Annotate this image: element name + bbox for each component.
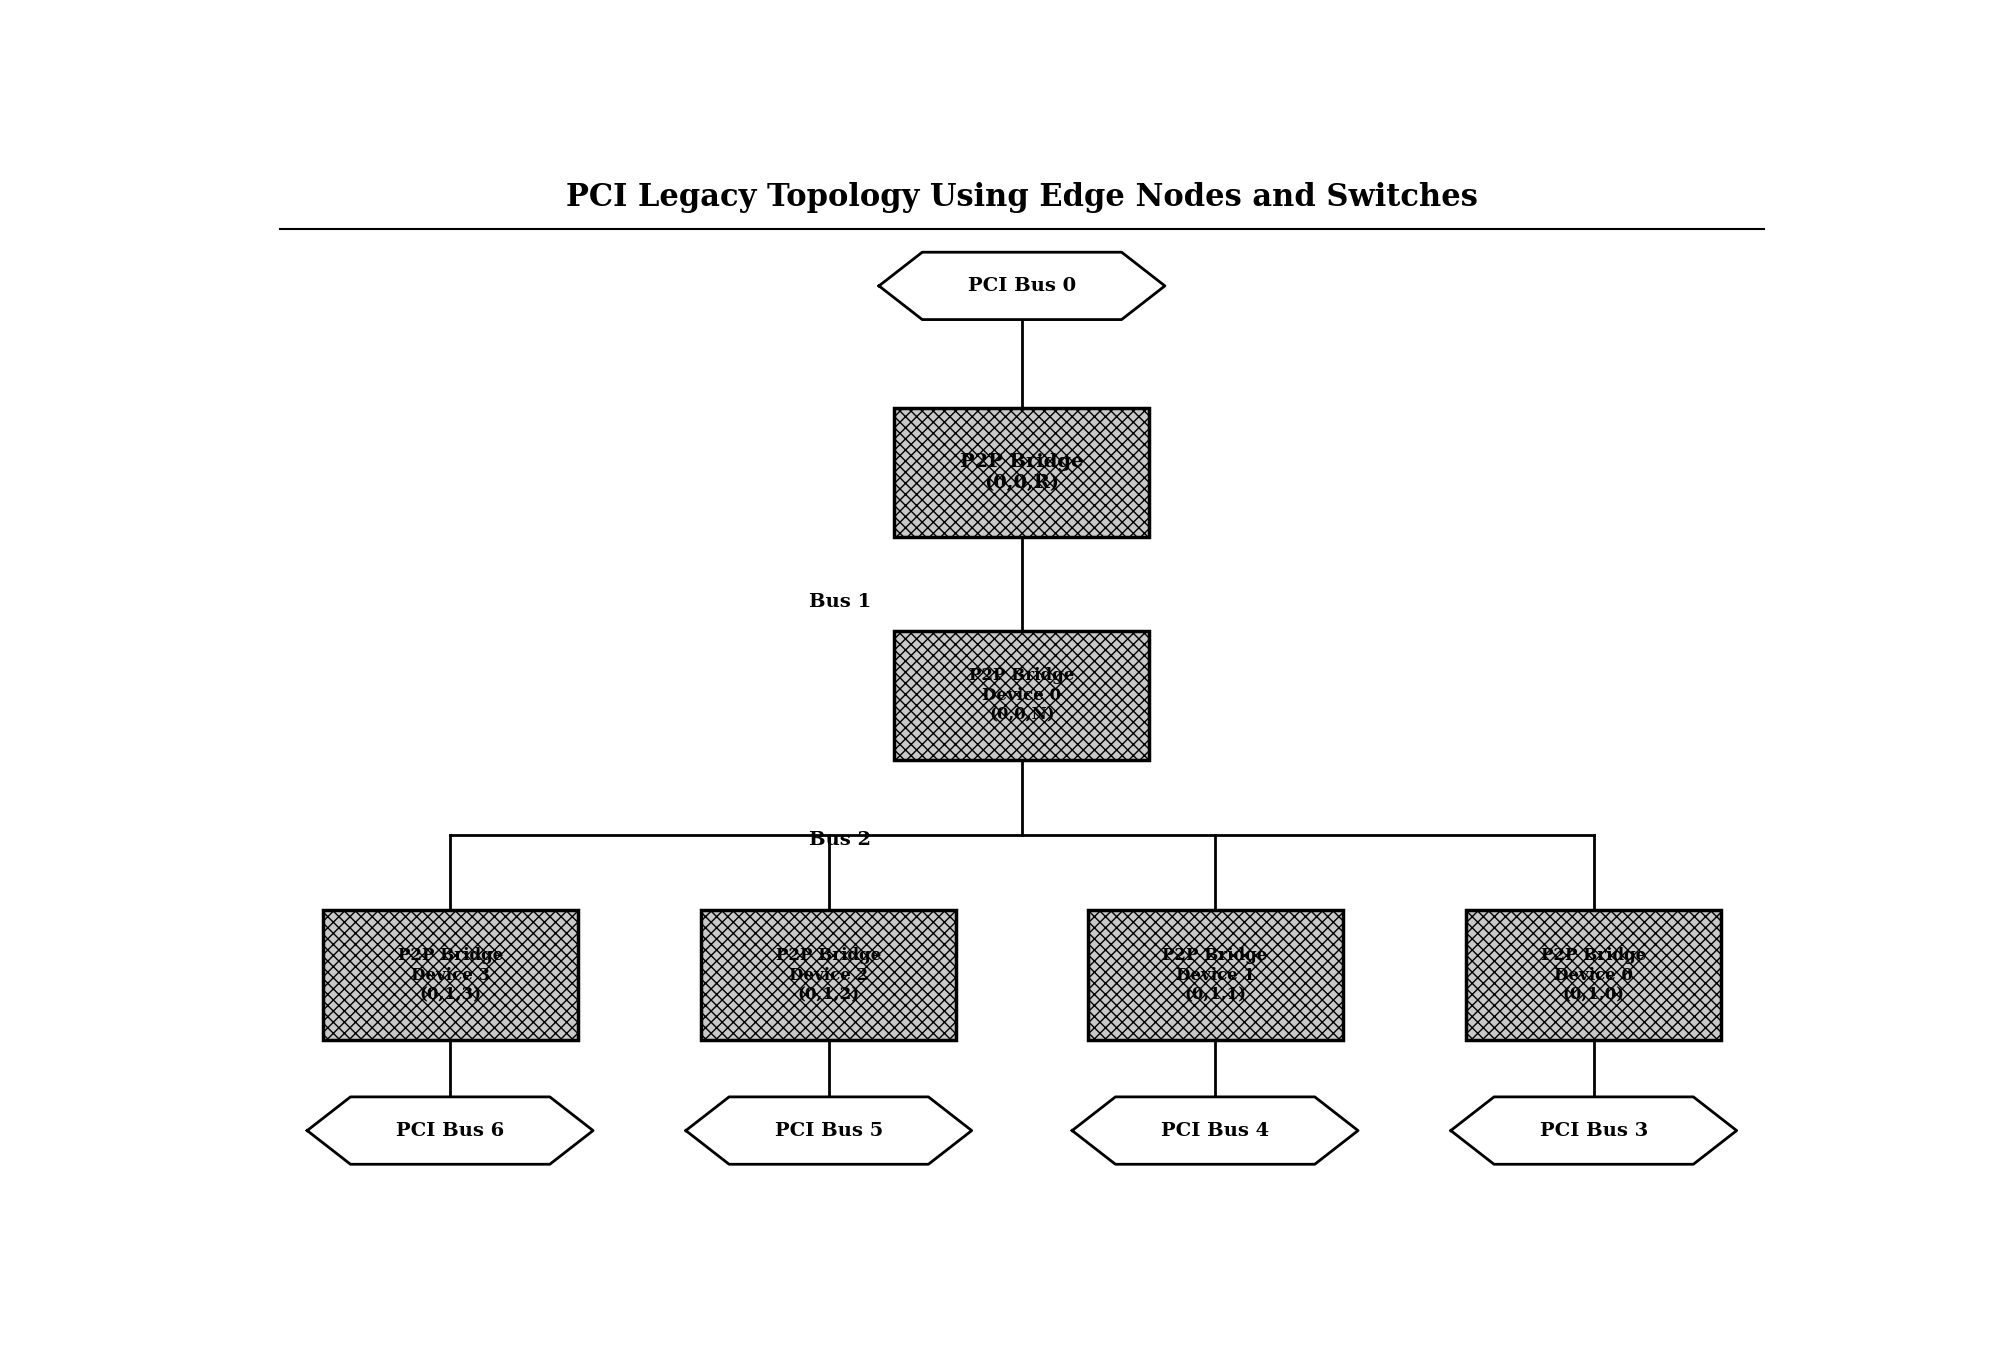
Text: Bus 1: Bus 1 bbox=[810, 594, 871, 611]
FancyBboxPatch shape bbox=[1087, 910, 1342, 1040]
Polygon shape bbox=[879, 252, 1164, 319]
FancyBboxPatch shape bbox=[895, 630, 1149, 760]
FancyBboxPatch shape bbox=[323, 910, 578, 1040]
Text: Bus 2: Bus 2 bbox=[810, 832, 871, 849]
Polygon shape bbox=[1073, 1097, 1358, 1164]
Text: PCI Legacy Topology Using Edge Nodes and Switches: PCI Legacy Topology Using Edge Nodes and… bbox=[566, 182, 1478, 213]
Text: P2P Bridge
Device 0
(0,1,0): P2P Bridge Device 0 (0,1,0) bbox=[1541, 948, 1647, 1003]
FancyBboxPatch shape bbox=[895, 408, 1149, 537]
Text: PCI Bus 6: PCI Bus 6 bbox=[397, 1121, 504, 1140]
Polygon shape bbox=[1452, 1097, 1737, 1164]
Text: P2P Bridge
Device 3
(0,1,3): P2P Bridge Device 3 (0,1,3) bbox=[397, 948, 502, 1003]
Text: PCI Bus 0: PCI Bus 0 bbox=[967, 277, 1077, 295]
Text: P2P Bridge
Device 0
(0,0,N): P2P Bridge Device 0 (0,0,N) bbox=[969, 668, 1075, 723]
Text: PCI Bus 3: PCI Bus 3 bbox=[1539, 1121, 1647, 1140]
Text: P2P Bridge
(0,0,R): P2P Bridge (0,0,R) bbox=[961, 454, 1083, 491]
Polygon shape bbox=[307, 1097, 592, 1164]
FancyBboxPatch shape bbox=[1466, 910, 1721, 1040]
Polygon shape bbox=[686, 1097, 971, 1164]
Text: P2P Bridge
Device 2
(0,1,2): P2P Bridge Device 2 (0,1,2) bbox=[776, 948, 881, 1003]
FancyBboxPatch shape bbox=[702, 910, 957, 1040]
Text: PCI Bus 4: PCI Bus 4 bbox=[1161, 1121, 1268, 1140]
Text: P2P Bridge
Device 1
(0,1,1): P2P Bridge Device 1 (0,1,1) bbox=[1163, 948, 1268, 1003]
Text: PCI Bus 5: PCI Bus 5 bbox=[774, 1121, 883, 1140]
